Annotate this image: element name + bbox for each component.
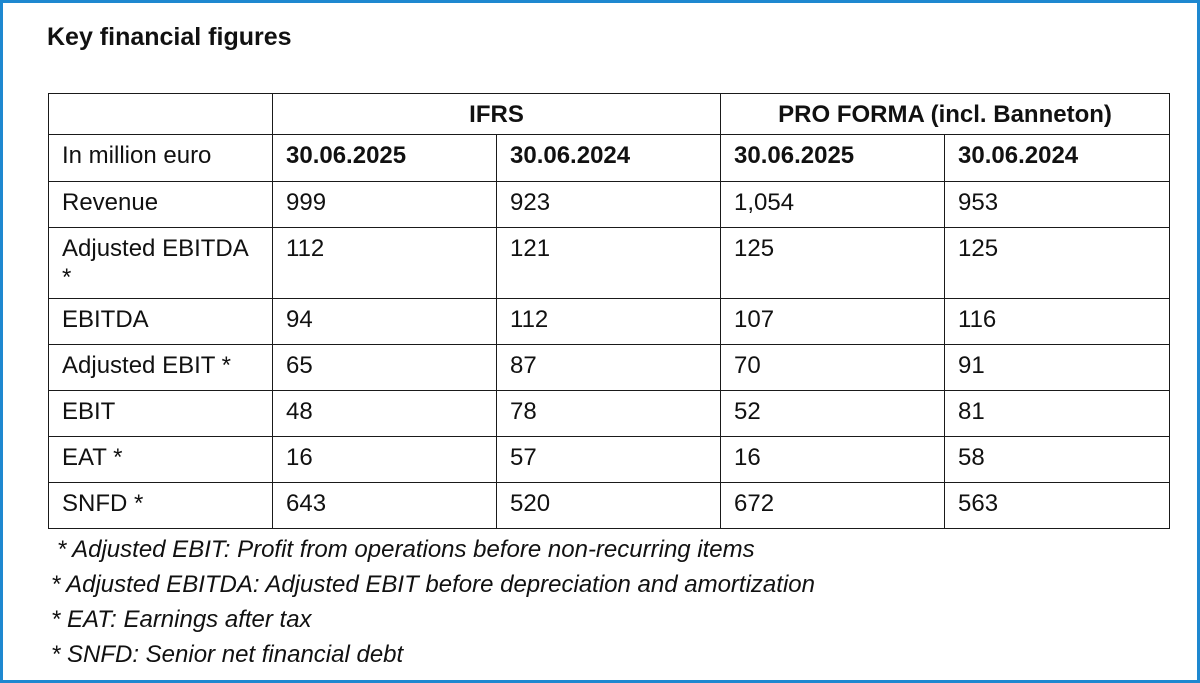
table-cell: 16 xyxy=(720,436,946,483)
table-cell: 116 xyxy=(944,298,1171,345)
table-row: EAT * 16 57 16 58 xyxy=(48,436,1171,483)
table-cell: 94 xyxy=(272,298,497,345)
table-cell: 57 xyxy=(495,436,722,483)
footnote: * EAT: Earnings after tax xyxy=(51,606,312,633)
table-row: EBITDA 94 112 107 116 xyxy=(48,298,1171,345)
table-cell: 78 xyxy=(495,390,722,437)
row-label: SNFD * xyxy=(48,482,273,529)
table-cell: 52 xyxy=(720,390,946,437)
table-cell: 81 xyxy=(944,390,1171,437)
table-cell: 87 xyxy=(495,344,722,391)
row-label: Revenue xyxy=(48,181,273,228)
row-label: EBITDA xyxy=(48,298,273,345)
table-cell: 107 xyxy=(720,298,946,345)
table-row: SNFD * 643 520 672 563 xyxy=(48,482,1171,529)
table-cell: 125 xyxy=(720,227,946,299)
date-header-row: In million euro 30.06.2025 30.06.2024 30… xyxy=(48,134,1171,182)
group-header-ifrs: IFRS xyxy=(271,93,722,135)
table-cell: 70 xyxy=(720,344,946,391)
table-row: Adjusted EBITDA * 112 121 125 125 xyxy=(48,227,1171,299)
table-cell: 1,054 xyxy=(720,181,946,228)
table-cell: 58 xyxy=(944,436,1171,483)
table-cell: 48 xyxy=(272,390,497,437)
table-cell: 112 xyxy=(272,227,497,299)
row-label: EAT * xyxy=(48,436,273,483)
footnote: * SNFD: Senior net financial debt xyxy=(51,641,404,668)
table-cell: 953 xyxy=(944,181,1171,228)
table-cell: 643 xyxy=(272,482,497,529)
group-header-row: IFRS PRO FORMA (incl. Banneton) xyxy=(48,93,1171,135)
row-label: Adjusted EBITDA * xyxy=(48,227,273,299)
date-header: 30.06.2024 xyxy=(495,134,722,182)
table-cell: 999 xyxy=(272,181,497,228)
table-cell: 91 xyxy=(944,344,1171,391)
table-row: Revenue 999 923 1,054 953 xyxy=(48,181,1171,228)
key-figures-table: IFRS PRO FORMA (incl. Banneton) In milli… xyxy=(48,93,1171,529)
date-header: 30.06.2025 xyxy=(272,134,497,182)
footnote: * Adjusted EBITDA: Adjusted EBIT before … xyxy=(51,571,815,598)
group-header-pro-forma: PRO FORMA (incl. Banneton) xyxy=(720,93,1171,135)
table-row: EBIT 48 78 52 81 xyxy=(48,390,1171,437)
row-label: EBIT xyxy=(48,390,273,437)
empty-corner-cell xyxy=(48,93,273,135)
footnotes: * Adjusted EBIT: Profit from operations … xyxy=(51,535,815,675)
date-header: 30.06.2025 xyxy=(720,134,946,182)
unit-label: In million euro xyxy=(48,134,273,182)
row-label: Adjusted EBIT * xyxy=(48,344,273,391)
table-cell: 672 xyxy=(720,482,946,529)
table-cell: 125 xyxy=(944,227,1171,299)
table-cell: 65 xyxy=(272,344,497,391)
page-title: Key financial figures xyxy=(47,23,292,51)
table-cell: 112 xyxy=(495,298,722,345)
table-cell: 520 xyxy=(495,482,722,529)
date-header: 30.06.2024 xyxy=(944,134,1171,182)
footnote: * Adjusted EBIT: Profit from operations … xyxy=(57,536,755,563)
table-row: Adjusted EBIT * 65 87 70 91 xyxy=(48,344,1171,391)
table-cell: 16 xyxy=(272,436,497,483)
table-cell: 563 xyxy=(944,482,1171,529)
table-cell: 923 xyxy=(495,181,722,228)
table-cell: 121 xyxy=(495,227,722,299)
